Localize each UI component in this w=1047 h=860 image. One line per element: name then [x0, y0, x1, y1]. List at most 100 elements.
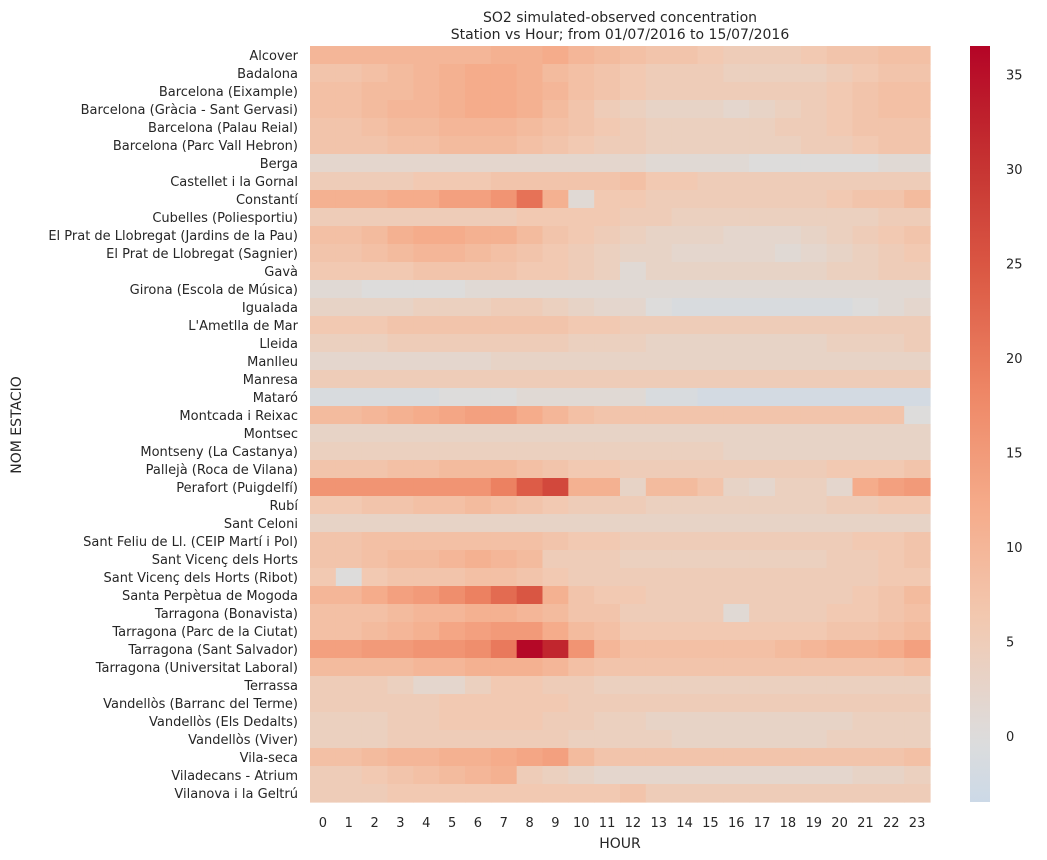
- heatmap-cell: [749, 640, 776, 659]
- heatmap-cell: [361, 280, 389, 299]
- heatmap-cell: [465, 280, 492, 299]
- heatmap-cell: [413, 388, 440, 407]
- heatmap-cell: [594, 244, 621, 263]
- heatmap-cell: [413, 622, 440, 641]
- heatmap-cell: [310, 442, 337, 461]
- heatmap-cell: [775, 118, 802, 137]
- hour-label: 0: [319, 816, 327, 831]
- heatmap-cell: [852, 190, 879, 209]
- heatmap-cell: [878, 172, 905, 191]
- heatmap-cell: [594, 784, 621, 803]
- heatmap-cell: [826, 244, 854, 263]
- heatmap-cell: [723, 496, 750, 515]
- heatmap-cell: [516, 226, 544, 245]
- station-label: El Prat de Llobregat (Sagnier): [106, 247, 298, 262]
- heatmap-cell: [439, 514, 466, 533]
- heatmap-cell: [413, 370, 440, 389]
- heatmap-cell: [826, 712, 854, 731]
- heatmap-cell: [594, 514, 621, 533]
- heatmap-cell: [310, 658, 337, 677]
- heatmap-cell: [310, 190, 337, 209]
- heatmap-cell: [542, 172, 569, 191]
- heatmap-cell: [594, 406, 621, 425]
- heatmap-cell: [645, 64, 673, 83]
- heatmap-cell: [749, 352, 776, 371]
- heatmap-cell: [826, 424, 854, 443]
- heatmap-cell: [490, 46, 518, 65]
- heatmap-cell: [542, 46, 569, 65]
- heatmap-cell: [310, 352, 337, 371]
- heatmap-cell: [594, 154, 621, 173]
- heatmap-cell: [697, 550, 724, 569]
- heatmap-cell: [671, 460, 699, 479]
- heatmap-cell: [439, 388, 466, 407]
- station-label: Manlleu: [247, 355, 298, 370]
- heatmap-cell: [645, 370, 673, 389]
- heatmap-cell: [697, 478, 724, 497]
- heatmap-cell: [310, 676, 337, 695]
- heatmap-cell: [620, 442, 647, 461]
- heatmap-cell: [490, 676, 518, 695]
- hour-label: 7: [500, 816, 508, 831]
- heatmap-cell: [620, 478, 647, 497]
- heatmap-cell: [645, 622, 673, 641]
- heatmap-cell: [335, 406, 363, 425]
- heatmap-cell: [697, 766, 724, 785]
- station-label: Vandellòs (Viver): [188, 733, 298, 748]
- heatmap-cell: [516, 676, 544, 695]
- station-label: L'Ametlla de Mar: [188, 319, 298, 334]
- heatmap-cell: [645, 514, 673, 533]
- heatmap-cell: [904, 712, 931, 731]
- heatmap-cell: [878, 658, 905, 677]
- heatmap-cell: [800, 370, 828, 389]
- heatmap-cell: [749, 118, 776, 137]
- heatmap-cell: [800, 280, 828, 299]
- heatmap-cell: [542, 154, 569, 173]
- heatmap-cell: [387, 190, 414, 209]
- heatmap-cell: [439, 298, 466, 317]
- heatmap-cell: [439, 280, 466, 299]
- heatmap-cell: [800, 766, 828, 785]
- heatmap-cell: [671, 748, 699, 767]
- heatmap-cell: [310, 604, 337, 623]
- heatmap-cell: [620, 568, 647, 587]
- heatmap-cell: [775, 280, 802, 299]
- heatmap-cell: [387, 280, 414, 299]
- heatmap-cell: [697, 154, 724, 173]
- heatmap-cell: [620, 154, 647, 173]
- heatmap-cell: [749, 244, 776, 263]
- heatmap-cell: [749, 658, 776, 677]
- heatmap-cell: [800, 100, 828, 119]
- heatmap-cell: [645, 424, 673, 443]
- heatmap-cell: [620, 298, 647, 317]
- heatmap-cell: [800, 316, 828, 335]
- heatmap-cell: [775, 136, 802, 155]
- heatmap-cell: [361, 406, 389, 425]
- heatmap-cell: [852, 568, 879, 587]
- heatmap-cell: [335, 208, 363, 227]
- station-label: Constantí: [236, 193, 298, 208]
- heatmap-cell: [800, 640, 828, 659]
- heatmap-cell: [594, 298, 621, 317]
- station-label: Cubelles (Poliesportiu): [152, 211, 298, 226]
- heatmap-cell: [671, 568, 699, 587]
- heatmap-cell: [439, 352, 466, 371]
- heatmap-cell: [620, 316, 647, 335]
- heatmap-cell: [645, 766, 673, 785]
- heatmap-cell: [465, 262, 492, 281]
- heatmap-cell: [594, 766, 621, 785]
- heatmap-cell: [620, 262, 647, 281]
- heatmap-cell: [826, 784, 854, 803]
- heatmap-cell: [723, 730, 750, 749]
- heatmap-cell: [594, 568, 621, 587]
- heatmap-cell: [671, 244, 699, 263]
- heatmap-cell: [490, 82, 518, 101]
- heatmap-cell: [413, 478, 440, 497]
- heatmap-cell: [826, 496, 854, 515]
- heatmap-cell: [878, 334, 905, 353]
- heatmap-cell: [335, 550, 363, 569]
- heatmap-cell: [904, 748, 931, 767]
- heatmap-cell: [852, 460, 879, 479]
- heatmap-cell: [594, 550, 621, 569]
- heatmap-cell: [620, 586, 647, 605]
